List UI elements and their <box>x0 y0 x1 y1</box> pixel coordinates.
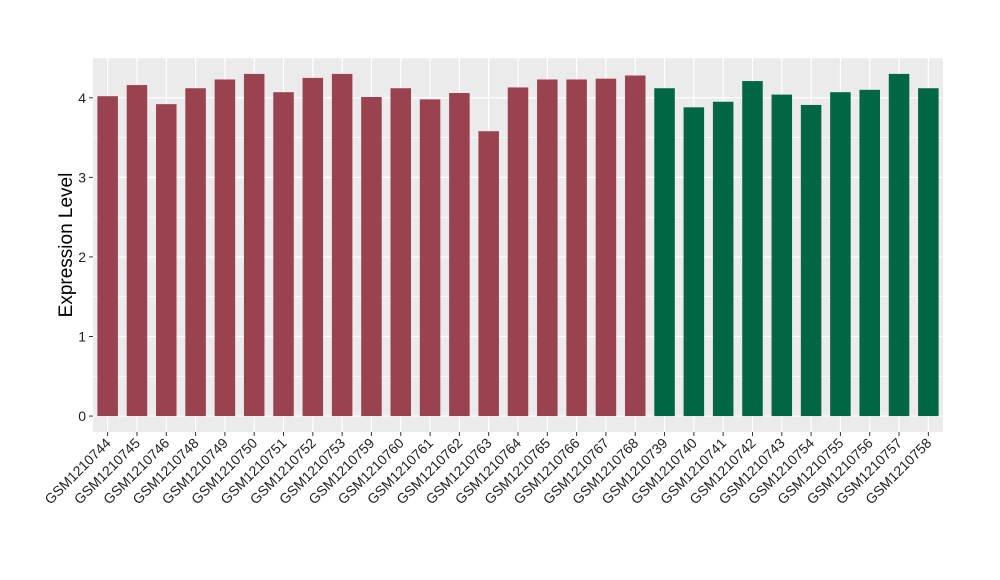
y-tick-label: 4 <box>78 90 86 106</box>
bar-GSM1210760 <box>390 88 412 417</box>
bar-GSM1210752 <box>302 77 324 417</box>
x-axis: GSM1210744GSM1210745GSM1210746GSM1210748… <box>41 432 935 507</box>
bar-GSM1210761 <box>419 99 441 417</box>
bar-GSM1210739 <box>654 88 675 417</box>
bar-GSM1210754 <box>800 104 822 417</box>
bar-GSM1210745 <box>126 85 148 417</box>
bar-GSM1210744 <box>97 96 118 417</box>
bar-GSM1210764 <box>507 87 529 417</box>
bar-GSM1210759 <box>361 96 382 417</box>
bar-GSM1210740 <box>683 107 705 417</box>
bar-GSM1210758 <box>918 88 939 417</box>
y-tick-label: 0 <box>78 408 86 424</box>
bar-GSM1210767 <box>595 78 617 417</box>
y-tick-label: 3 <box>78 169 86 185</box>
bar-GSM1210765 <box>537 79 558 417</box>
bar-GSM1210742 <box>742 81 763 417</box>
bars <box>97 73 939 417</box>
bar-GSM1210741 <box>712 101 734 417</box>
bar-GSM1210766 <box>566 79 587 417</box>
bar-GSM1210751 <box>273 92 294 417</box>
bar-GSM1210755 <box>830 92 851 417</box>
bar-GSM1210756 <box>859 89 880 417</box>
bar-GSM1210746 <box>156 104 177 417</box>
bar-GSM1210750 <box>243 73 265 417</box>
bar-GSM1210753 <box>331 73 353 417</box>
bar-GSM1210757 <box>888 73 910 417</box>
bar-GSM1210743 <box>771 94 793 417</box>
bar-GSM1210762 <box>449 93 470 417</box>
y-axis: 0 1 2 3 4 <box>78 90 93 424</box>
bar-GSM1210768 <box>624 75 646 417</box>
bar-GSM1210748 <box>185 88 206 417</box>
y-tick-label: 2 <box>78 249 86 265</box>
bar-GSM1210749 <box>214 79 236 417</box>
y-tick-label: 1 <box>78 329 86 345</box>
y-axis-title: Expression Level <box>56 173 77 318</box>
bar-GSM1210763 <box>478 131 499 417</box>
